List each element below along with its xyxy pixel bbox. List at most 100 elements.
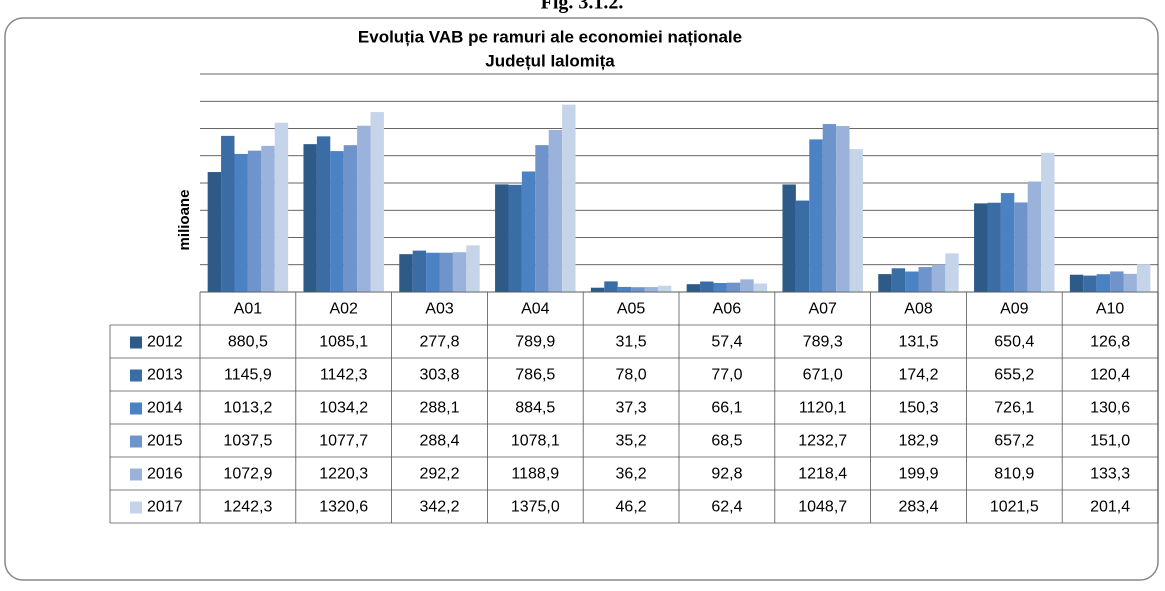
table-cell: 151,0 [1090, 433, 1130, 450]
legend-label: 2013 [147, 367, 183, 384]
table-cell: 277,8 [419, 334, 459, 351]
bar [945, 253, 959, 292]
bar [631, 287, 645, 292]
bar [644, 287, 658, 292]
table-cell: 789,3 [803, 334, 843, 351]
table-cell: 1120,1 [799, 400, 847, 417]
bar [987, 202, 1001, 292]
table-cell: 1232,7 [798, 433, 847, 450]
legend-swatch [130, 369, 142, 382]
table-cell: 1034,2 [319, 400, 368, 417]
bar [234, 153, 248, 292]
bar [822, 124, 837, 293]
x-tick-label: A02 [329, 301, 358, 318]
table-cell: 46,2 [616, 499, 647, 516]
bar [343, 145, 358, 292]
bar [1110, 271, 1124, 292]
bar [931, 264, 946, 292]
table-cell: 1188,9 [511, 466, 559, 483]
table-cell: 1218,4 [798, 466, 847, 483]
table-cell: 1320,6 [319, 499, 368, 516]
table-cell: 1077,7 [319, 433, 368, 450]
bar [357, 125, 371, 292]
table-cell: 35,2 [616, 433, 647, 450]
legend-label: 2014 [147, 400, 183, 417]
table-cell: 1145,9 [224, 367, 272, 384]
bar [412, 250, 427, 292]
bar [1136, 264, 1151, 292]
x-tick-label: A07 [808, 301, 837, 318]
table-cell: 880,5 [228, 334, 268, 351]
bar [508, 184, 522, 292]
bar [753, 283, 768, 292]
table-cell: 78,0 [616, 367, 647, 384]
x-tick-label: A09 [1000, 301, 1029, 318]
bar [1123, 273, 1137, 292]
frame [4, 17, 1159, 581]
table-cell: 303,8 [419, 367, 459, 384]
table-cell: 1078,1 [511, 433, 560, 450]
bar [918, 267, 932, 292]
x-tick-label: A03 [425, 301, 454, 318]
table-cell: 1242,3 [223, 499, 272, 516]
bar [495, 184, 509, 292]
bar [452, 252, 467, 292]
table-cell: 288,1 [419, 400, 459, 417]
bar [1000, 193, 1015, 292]
bar [1083, 275, 1097, 292]
legend-swatch [130, 501, 142, 514]
table-cell: 126,8 [1090, 334, 1130, 351]
bar [562, 104, 576, 292]
legend-swatch [130, 336, 142, 349]
x-tick-label: A01 [234, 301, 263, 318]
bar [713, 282, 727, 292]
table-cell: 283,4 [898, 499, 938, 516]
table-cell: 57,4 [711, 334, 742, 351]
bar [247, 150, 262, 292]
table-cell: 292,2 [419, 466, 459, 483]
table-cell: 77,0 [711, 367, 742, 384]
bar [535, 145, 549, 292]
table-cell: 1048,7 [798, 499, 847, 516]
table-cell: 1220,3 [319, 466, 368, 483]
bar [1096, 274, 1111, 292]
x-tick-label: A05 [617, 301, 646, 318]
table-cell: 342,2 [419, 499, 459, 516]
legend-swatch [130, 402, 142, 415]
table-cell: 1013,2 [223, 400, 272, 417]
table-cell: 62,4 [711, 499, 742, 516]
table-cell: 150,3 [898, 400, 938, 417]
table-cell: 68,5 [711, 433, 742, 450]
table-cell: 288,4 [419, 433, 459, 450]
table-cell: 810,9 [994, 466, 1034, 483]
bar [657, 285, 672, 292]
bar [1041, 152, 1055, 292]
table-cell: 657,2 [994, 433, 1034, 450]
y-axis-label: milioane [176, 190, 193, 251]
bar [849, 149, 863, 292]
table-cell: 199,9 [898, 466, 938, 483]
bar [782, 184, 796, 292]
table-cell: 884,5 [515, 400, 555, 417]
bar [686, 284, 701, 292]
table-cell: 726,1 [994, 400, 1034, 417]
bar [590, 287, 605, 292]
table-cell: 120,4 [1090, 367, 1130, 384]
bar [740, 279, 754, 292]
table-cell: 1085,1 [319, 334, 368, 351]
x-tick-label: A08 [904, 301, 933, 318]
table-cell: 66,1 [711, 400, 742, 417]
bar [330, 151, 344, 292]
bar [426, 252, 440, 292]
table-cell: 650,4 [994, 334, 1034, 351]
table-cell: 201,4 [1090, 499, 1130, 516]
bar [1069, 274, 1084, 292]
bar [439, 252, 453, 292]
bar [726, 282, 741, 292]
table-cell: 133,3 [1090, 466, 1130, 483]
chart-title: Evoluția VAB pe ramuri ale economiei naț… [358, 27, 742, 46]
legend-label: 2016 [147, 466, 183, 483]
table-cell: 131,5 [898, 334, 938, 351]
bar [878, 274, 892, 292]
